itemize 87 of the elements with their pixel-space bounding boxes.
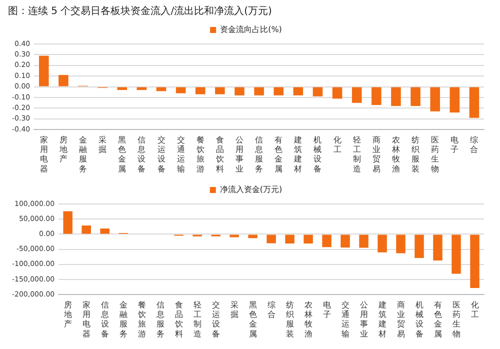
bar (433, 234, 442, 260)
bar (410, 87, 420, 106)
bar (430, 87, 440, 112)
x-tick-label: 采掘 (230, 300, 238, 320)
chart-title: 图：连续 5 个交易日各板块资金流入/流出比和净流入(万元) (8, 4, 273, 19)
bar (285, 234, 294, 244)
x-tick-label: 公用事业 (360, 300, 368, 338)
x-tick-label: 金融服务 (79, 135, 88, 174)
x-tick-label: 交运设备 (157, 135, 166, 174)
x-tick-label: 公用事业 (235, 135, 244, 174)
x-tick-label: 有色金属 (434, 300, 442, 338)
x-tick-label: 房地产 (58, 135, 68, 164)
x-tick-label: 信息设备 (136, 135, 146, 174)
x-tick-label: 医药生物 (431, 135, 440, 174)
bar (254, 87, 264, 96)
bar (230, 234, 239, 238)
x-tick-label: 综合 (470, 135, 478, 154)
x-tick-label: 食品饮料 (214, 135, 224, 174)
bar (58, 75, 68, 86)
x-tick-label: 信息服务 (254, 135, 264, 174)
bar (304, 234, 313, 244)
bar (82, 225, 91, 234)
x-tick-label: 黑色金属 (118, 135, 126, 174)
bar (312, 87, 323, 96)
x-tick-label: 交通运输 (341, 300, 350, 338)
x-tick-label: 电子 (322, 300, 331, 320)
bar (359, 234, 368, 248)
bar (248, 234, 258, 238)
x-tick-label: 餐饮旅游 (136, 300, 146, 338)
x-tick-label: 纺织服装 (286, 300, 294, 338)
bar (234, 87, 244, 96)
bar (274, 87, 284, 96)
bar (450, 87, 460, 112)
x-tick-label: 化工 (470, 300, 479, 320)
x-tick-label: 餐饮旅游 (195, 135, 204, 174)
x-tick-label: 采掘 (98, 135, 107, 154)
x-tick-label: 商业贸易 (372, 135, 380, 174)
bar (322, 234, 332, 248)
bar (266, 234, 276, 244)
x-tick-label: 轻工制造 (193, 300, 202, 338)
x-tick-label: 金融服务 (119, 300, 128, 338)
bar (378, 234, 387, 252)
x-tick-label: 机械设备 (415, 300, 424, 338)
legend-label: 资金流向占比(%) (220, 25, 282, 34)
bar (396, 234, 406, 254)
bar (63, 211, 72, 234)
x-tick-label: 纺织服装 (412, 135, 420, 174)
bar (117, 87, 128, 90)
bar (156, 87, 166, 92)
bar (195, 87, 206, 94)
bar (39, 56, 49, 86)
bar (470, 234, 480, 288)
bar (469, 87, 480, 118)
bar (372, 87, 382, 105)
bar (352, 87, 362, 103)
x-tick-label: 食品饮料 (174, 300, 183, 338)
x-tick-label: 黑色金属 (248, 300, 257, 338)
x-tick-label: 建筑建材 (377, 300, 386, 338)
x-tick-label: 轻工制造 (352, 135, 361, 174)
bar (136, 87, 147, 90)
x-tick-label: 家用电器 (40, 135, 48, 174)
x-tick-label: 信息设备 (100, 300, 109, 338)
x-tick-label: 交通运输 (176, 135, 185, 174)
bar (391, 87, 401, 106)
x-tick-label: 商业贸易 (396, 300, 405, 338)
x-tick-label: 综合 (267, 300, 276, 320)
bar (215, 87, 225, 94)
bar (176, 87, 186, 94)
x-tick-label: 房地产 (62, 300, 72, 329)
bar (332, 87, 342, 99)
x-tick-label: 电子 (450, 135, 459, 154)
x-tick-label: 信息服务 (155, 300, 164, 338)
bar (340, 234, 350, 248)
x-tick-label: 医药生物 (452, 300, 460, 338)
x-tick-label: 建筑建材 (293, 135, 302, 174)
x-tick-label: 化工 (333, 135, 342, 154)
x-tick-label: 机械设备 (314, 135, 322, 174)
bar (100, 228, 110, 234)
x-tick-label: 农林牧渔 (303, 300, 312, 338)
x-tick-label: 家用电器 (82, 300, 90, 338)
bar (293, 87, 304, 96)
x-tick-label: 交运设备 (212, 300, 220, 338)
legend-label: 净流入资金(万元) (220, 185, 282, 194)
x-tick-label: 农林牧渔 (390, 135, 400, 174)
bar (414, 234, 424, 258)
bar (452, 234, 461, 274)
x-tick-label: 有色金属 (274, 135, 283, 174)
